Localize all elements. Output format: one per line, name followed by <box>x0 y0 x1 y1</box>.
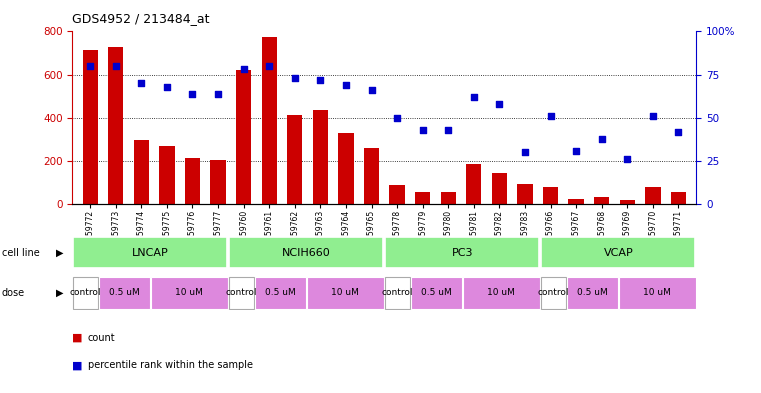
Bar <box>385 277 409 309</box>
Bar <box>541 277 565 309</box>
Text: VCAP: VCAP <box>603 248 633 257</box>
Bar <box>185 158 200 204</box>
Point <box>365 87 377 94</box>
Bar <box>82 50 98 204</box>
Point <box>519 149 531 156</box>
Text: 10 uM: 10 uM <box>643 288 671 297</box>
Text: 10 uM: 10 uM <box>487 288 515 297</box>
Text: ■: ■ <box>72 333 83 343</box>
Bar <box>385 237 540 268</box>
Bar <box>313 110 328 204</box>
Bar <box>210 160 226 204</box>
Bar <box>441 193 456 204</box>
Point <box>544 113 556 119</box>
Text: 0.5 uM: 0.5 uM <box>577 288 608 297</box>
Text: ■: ■ <box>72 360 83 371</box>
Point <box>340 82 352 88</box>
Bar <box>594 197 610 204</box>
Text: ▶: ▶ <box>56 248 63 257</box>
Bar <box>307 277 384 309</box>
Bar <box>159 146 174 204</box>
Bar <box>463 277 540 309</box>
Point <box>468 94 480 100</box>
Bar <box>517 184 533 204</box>
Text: 10 uM: 10 uM <box>331 288 359 297</box>
Text: LNCAP: LNCAP <box>132 248 169 257</box>
Bar <box>151 277 228 309</box>
Text: percentile rank within the sample: percentile rank within the sample <box>88 360 253 371</box>
Bar <box>134 140 149 204</box>
Point <box>135 80 148 86</box>
Bar <box>543 187 559 204</box>
Bar <box>255 277 305 309</box>
Text: control: control <box>225 288 257 297</box>
Bar <box>568 199 584 204</box>
Bar <box>287 115 302 204</box>
Text: 0.5 uM: 0.5 uM <box>421 288 452 297</box>
Bar <box>619 200 635 204</box>
Bar <box>229 237 384 268</box>
Text: 10 uM: 10 uM <box>175 288 203 297</box>
Point <box>596 136 608 142</box>
Text: PC3: PC3 <box>451 248 473 257</box>
Point <box>84 63 97 69</box>
Point <box>212 90 224 97</box>
Point <box>621 156 633 163</box>
Text: dose: dose <box>2 288 24 298</box>
Bar <box>73 277 97 309</box>
Point <box>672 129 684 135</box>
Point <box>391 115 403 121</box>
Bar <box>262 37 277 204</box>
Point <box>110 63 122 69</box>
Point <box>237 66 250 73</box>
Text: GDS4952 / 213484_at: GDS4952 / 213484_at <box>72 12 210 25</box>
Text: NCIH660: NCIH660 <box>282 248 331 257</box>
Bar <box>229 277 253 309</box>
Bar <box>567 277 617 309</box>
Point <box>570 148 582 154</box>
Bar <box>411 277 461 309</box>
Point <box>647 113 659 119</box>
Bar <box>492 173 507 204</box>
Bar <box>364 148 379 204</box>
Bar <box>339 133 354 204</box>
Bar <box>390 185 405 204</box>
Point <box>314 77 326 83</box>
Point <box>186 90 199 97</box>
Bar <box>99 277 149 309</box>
Bar <box>466 164 482 204</box>
Point <box>161 84 173 90</box>
Point <box>442 127 454 133</box>
Text: control: control <box>537 288 569 297</box>
Bar <box>619 277 696 309</box>
Point <box>416 127 428 133</box>
Bar <box>670 193 686 204</box>
Text: 0.5 uM: 0.5 uM <box>265 288 296 297</box>
Bar <box>415 193 430 204</box>
Bar <box>236 70 251 204</box>
Bar <box>73 237 228 268</box>
Bar <box>645 187 661 204</box>
Point <box>288 75 301 81</box>
Text: control: control <box>381 288 413 297</box>
Text: control: control <box>69 288 101 297</box>
Text: 0.5 uM: 0.5 uM <box>109 288 140 297</box>
Text: ▶: ▶ <box>56 288 63 298</box>
Text: cell line: cell line <box>2 248 40 257</box>
Bar <box>541 237 696 268</box>
Point <box>493 101 505 107</box>
Text: count: count <box>88 333 115 343</box>
Bar <box>108 46 123 204</box>
Point <box>263 63 275 69</box>
